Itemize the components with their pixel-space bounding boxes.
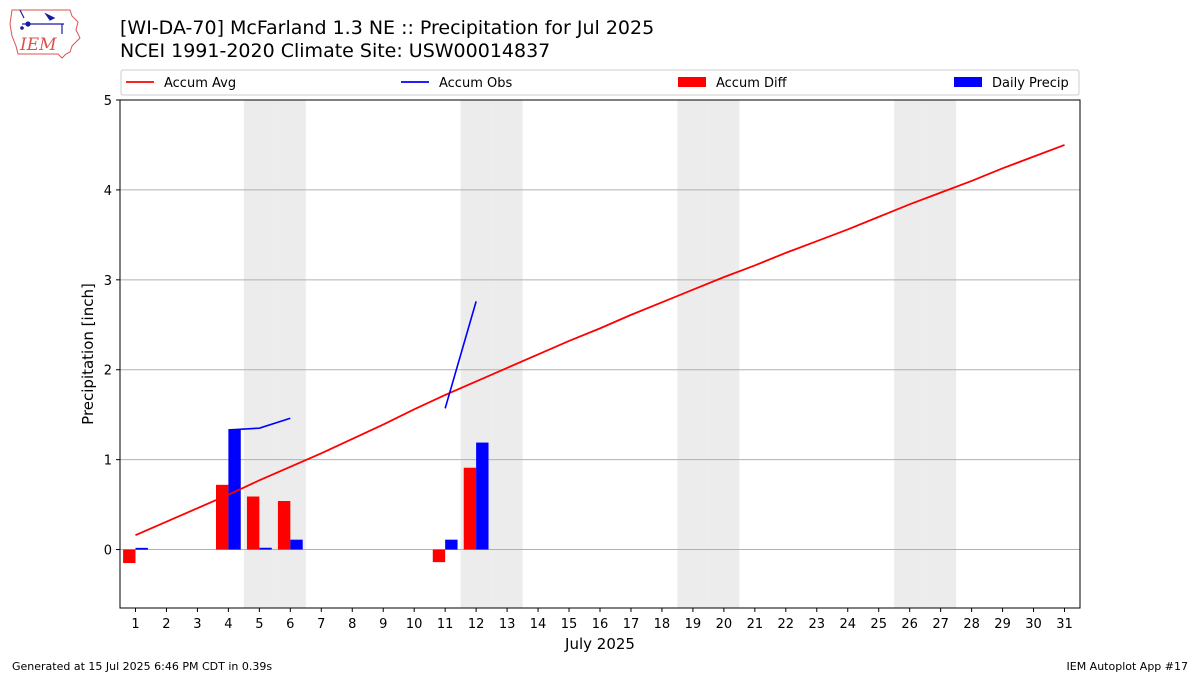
x-tick-label-2: 2 — [162, 617, 170, 632]
weekend-shade-19 — [677, 100, 709, 608]
y-axis-label: Precipitation [inch] — [79, 283, 97, 425]
x-tick-label-8: 8 — [348, 617, 356, 632]
x-tick-label-18: 18 — [654, 617, 671, 632]
x-tick-label-21: 21 — [747, 617, 764, 632]
weekend-shade-26 — [894, 100, 926, 608]
x-tick-label-19: 19 — [685, 617, 702, 632]
x-tick-label-13: 13 — [499, 617, 516, 632]
x-tick-label-24: 24 — [839, 617, 856, 632]
x-tick-label-31: 31 — [1056, 617, 1073, 632]
x-tick-label-23: 23 — [809, 617, 826, 632]
chart-title: [WI-DA-70] McFarland 1.3 NE :: Precipita… — [120, 17, 655, 39]
x-tick-label-30: 30 — [1025, 617, 1042, 632]
legend-swatch-accum-diff — [678, 77, 706, 87]
weekend-shade-20 — [708, 100, 740, 608]
legend: Accum Avg Accum Obs Accum Diff Daily Precip — [120, 69, 1080, 96]
y-tick-label-2: 2 — [104, 364, 112, 379]
x-tick-label-16: 16 — [592, 617, 609, 632]
x-tick-label-11: 11 — [437, 617, 454, 632]
x-tick-label-12: 12 — [468, 617, 485, 632]
daily-precip-bar-day-12 — [476, 442, 489, 550]
legend-label-accum-obs: Accum Obs — [439, 76, 512, 91]
accum-diff-bar-day-12 — [463, 467, 477, 550]
x-tick-label-4: 4 — [224, 617, 232, 632]
accum-diff-bar-day-11 — [432, 549, 446, 563]
accum-diff-bar-day-5 — [246, 496, 260, 550]
x-tick-label-27: 27 — [932, 617, 949, 632]
accum-obs-segment-3 — [444, 301, 477, 409]
weather-station-icon — [19, 9, 64, 34]
legend-swatch-daily-precip — [954, 77, 982, 87]
chart-subtitle: NCEI 1991-2020 Climate Site: USW00014837 — [120, 40, 551, 62]
x-tick-label-28: 28 — [963, 617, 980, 632]
x-tick-label-3: 3 — [193, 617, 201, 632]
x-tick-label-14: 14 — [530, 617, 547, 632]
accum-diff-bar-day-1 — [123, 549, 136, 564]
daily-precip-bar-day-6 — [290, 539, 303, 550]
iem-logo: IEM — [9, 9, 81, 59]
accum-diff-bar-day-4 — [216, 484, 229, 550]
x-tick-label-5: 5 — [255, 617, 263, 632]
daily-precip-bar-day-4 — [228, 429, 241, 550]
logo-text: IEM — [19, 35, 57, 55]
x-tick-label-25: 25 — [870, 617, 887, 632]
y-tick-label-5: 5 — [104, 94, 112, 109]
weekend-shade-13 — [491, 100, 523, 608]
legend-label-accum-avg: Accum Avg — [164, 76, 236, 91]
legend-label-accum-diff: Accum Diff — [716, 76, 788, 91]
daily-precip-bar-day-11 — [445, 539, 458, 550]
x-tick-label-6: 6 — [286, 617, 294, 632]
y-tick-label-3: 3 — [104, 274, 112, 289]
legend-label-daily-precip: Daily Precip — [992, 76, 1069, 91]
x-tick-label-15: 15 — [561, 617, 578, 632]
y-tick-label-0: 0 — [104, 544, 112, 559]
weekend-shading — [243, 100, 957, 608]
accum-avg-line — [135, 144, 1065, 536]
daily-precip-bar-day-5 — [259, 547, 272, 550]
legend-box — [120, 69, 1080, 96]
y-tick-label-1: 1 — [104, 454, 112, 469]
bars — [123, 429, 489, 564]
lines — [135, 144, 1065, 550]
x-axis-label: July 2025 — [564, 635, 635, 653]
x-tick-label-26: 26 — [901, 617, 918, 632]
x-tick-label-22: 22 — [778, 617, 795, 632]
x-tick-label-7: 7 — [317, 617, 325, 632]
y-tick-label-4: 4 — [104, 184, 112, 199]
x-tick-label-29: 29 — [994, 617, 1011, 632]
x-tick-label-20: 20 — [716, 617, 733, 632]
x-tick-label-10: 10 — [406, 617, 423, 632]
accum-diff-bar-day-6 — [277, 501, 291, 550]
generated-timestamp: Generated at 15 Jul 2025 6:46 PM CDT in … — [12, 660, 273, 673]
x-tick-label-1: 1 — [131, 617, 139, 632]
x-tick-label-9: 9 — [379, 617, 387, 632]
x-tick-label-17: 17 — [623, 617, 640, 632]
accum-obs-segment-2 — [228, 417, 291, 431]
app-credit: IEM Autoplot App #17 — [1066, 660, 1189, 673]
weekend-shade-27 — [925, 100, 957, 608]
